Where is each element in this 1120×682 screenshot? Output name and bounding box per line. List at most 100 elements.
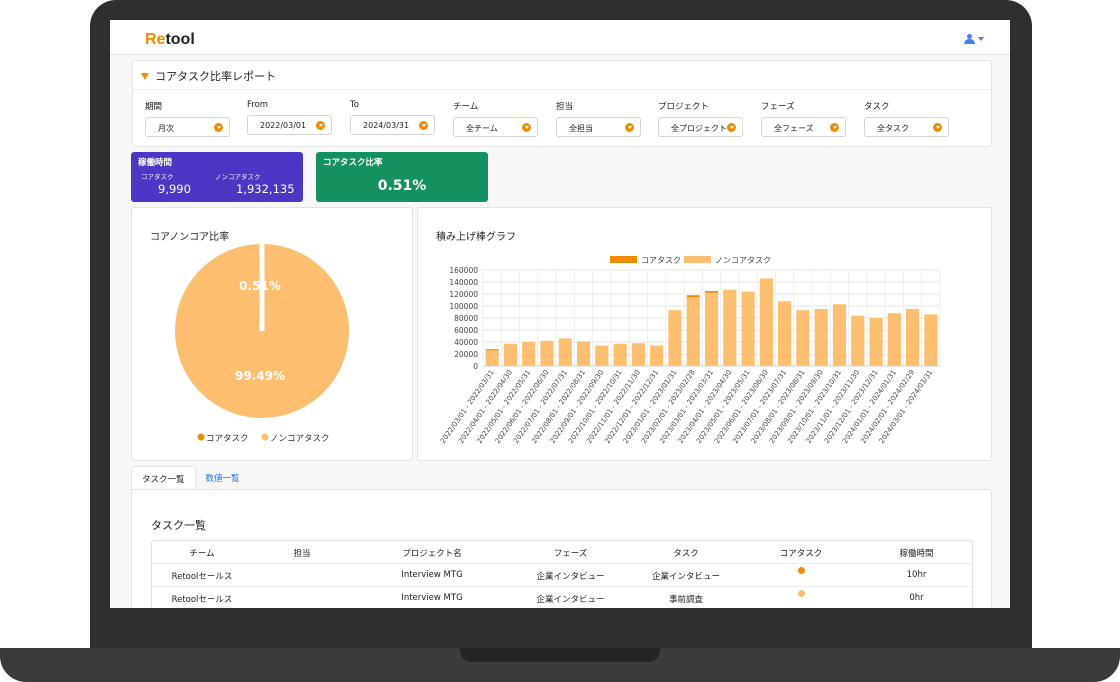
noncore-hours-value: 1,932,135	[236, 182, 295, 196]
column-header[interactable]: 担当	[293, 549, 311, 559]
pie-title: コアノンコア比率	[150, 232, 230, 243]
filter-label: From	[247, 100, 269, 110]
caret-down-icon	[978, 37, 984, 41]
column-header[interactable]: チーム	[189, 549, 215, 559]
bar-noncore[interactable]	[485, 350, 499, 366]
bar-noncore[interactable]	[558, 338, 572, 366]
legend-core-swatch	[610, 256, 637, 263]
bar-core[interactable]	[485, 349, 499, 351]
noncore-status-dot	[797, 590, 805, 597]
dropdown-icon	[933, 123, 942, 132]
owner-select[interactable]: 全担当	[556, 117, 641, 137]
bar-noncore[interactable]	[503, 343, 518, 366]
core-status-dot	[797, 567, 805, 574]
column-header[interactable]: 稼働時間	[899, 549, 934, 559]
working-hours-card: 稼働時間 コアタスク ノンコアタスク 9,990 1,932,135	[131, 152, 303, 202]
table-row[interactable]: Retoolセールス Interview MTG 企業インタビュー 事前調査 0…	[152, 587, 972, 608]
y-tick-label: 120000	[449, 290, 478, 299]
column-header[interactable]: フェーズ	[553, 549, 588, 559]
legend-noncore-label: ノンコアタスク	[270, 434, 330, 444]
filter-label: 期間	[145, 102, 163, 112]
bar-noncore[interactable]	[924, 314, 938, 366]
y-tick-label: 20000	[454, 350, 478, 359]
period-select[interactable]: 月次	[145, 117, 230, 137]
bar-core[interactable]	[686, 295, 700, 297]
bar-noncore[interactable]	[814, 309, 828, 366]
collapse-triangle-icon	[141, 72, 149, 80]
column-header[interactable]: コアタスク	[779, 549, 823, 559]
bar-noncore[interactable]	[686, 297, 700, 366]
bar-noncore[interactable]	[851, 315, 865, 366]
retool-logo[interactable]: Retool	[145, 31, 195, 48]
tab-number-list[interactable]: 数値一覧	[205, 474, 240, 484]
legend-noncore-swatch	[684, 256, 711, 263]
dropdown-icon	[727, 123, 736, 132]
bar-noncore[interactable]	[796, 310, 810, 366]
pie-chart-panel: コアノンコア比率 0.51% 99.49% コアタスク ノンコアタスク	[131, 207, 413, 461]
bar-noncore[interactable]	[522, 342, 536, 366]
bar-noncore[interactable]	[887, 313, 901, 366]
cell-phase: 企業インタビュー	[536, 595, 605, 605]
dropdown-icon	[830, 123, 839, 132]
core-label: コアタスク	[141, 173, 174, 181]
report-header[interactable]: コアタスク比率レポート	[141, 68, 276, 84]
bar-noncore[interactable]	[759, 278, 773, 366]
project-select[interactable]: 全プロジェクト	[658, 117, 743, 137]
y-tick-label: 80000	[454, 314, 478, 323]
bar-noncore[interactable]	[540, 340, 554, 366]
pie-label-core: 0.51%	[239, 279, 281, 293]
cell-hours: 10hr	[906, 570, 927, 580]
column-header[interactable]: タスク	[673, 549, 699, 559]
filter-team: チーム 全チーム	[453, 100, 539, 137]
dropdown-icon	[214, 123, 223, 132]
legend-core-label: コアタスク	[206, 434, 249, 444]
tab-task-list[interactable]: タスク一覧	[131, 466, 196, 490]
phase-select[interactable]: 全フェーズ	[761, 117, 846, 137]
legend-noncore-label: ノンコアタスク	[715, 256, 771, 265]
legend-core-label: コアタスク	[641, 256, 681, 265]
user-menu[interactable]	[964, 34, 984, 44]
bar-noncore[interactable]	[613, 343, 627, 366]
bar-noncore[interactable]	[668, 310, 682, 366]
filter-label: フェーズ	[761, 102, 795, 112]
column-header[interactable]: プロジェクト名	[402, 549, 462, 559]
tab-bar: タスク一覧 数値一覧	[131, 466, 250, 490]
bar-noncore[interactable]	[778, 301, 792, 366]
to-date-select[interactable]: 2024/03/31	[350, 115, 435, 135]
bar-noncore[interactable]	[723, 289, 737, 366]
bar-noncore[interactable]	[595, 345, 609, 366]
dropdown-icon	[625, 123, 634, 132]
filter-to: To 2024/03/31	[350, 100, 436, 135]
task-select[interactable]: 全タスク	[864, 117, 949, 137]
task-list-panel: タスク一覧 チーム 担当 プロジェクト名 フェーズ タスク コアタスク 稼働時間…	[131, 489, 992, 608]
dropdown-icon	[419, 121, 428, 130]
filter-label: 担当	[556, 102, 574, 112]
bar-chart-title: 積み上げ棒グラフ	[436, 232, 516, 243]
filter-project: プロジェクト 全プロジェクト	[658, 100, 744, 137]
cell-team: Retoolセールス	[171, 572, 233, 582]
filter-phase: フェーズ 全フェーズ	[761, 100, 847, 137]
from-date-select[interactable]: 2022/03/01	[247, 115, 332, 135]
table-row[interactable]: Retoolセールス Interview MTG 企業インタビュー 企業インタビ…	[152, 564, 972, 587]
bar-noncore[interactable]	[704, 292, 719, 366]
bar-noncore[interactable]	[650, 345, 664, 366]
bar-noncore[interactable]	[869, 318, 883, 366]
bar-core[interactable]	[704, 291, 719, 293]
filter-label: チーム	[453, 102, 479, 112]
y-tick-label: 100000	[449, 302, 478, 311]
bar-noncore[interactable]	[631, 343, 645, 366]
bar-noncore[interactable]	[905, 309, 920, 366]
bar-noncore[interactable]	[576, 341, 591, 366]
noncore-label: ノンコアタスク	[215, 173, 261, 181]
dropdown-icon	[522, 123, 531, 132]
cell-project: Interview MTG	[401, 570, 463, 580]
dropdown-icon	[316, 121, 325, 130]
cell-task: 企業インタビュー	[651, 572, 720, 582]
bar-noncore[interactable]	[741, 291, 755, 366]
y-tick-label: 40000	[454, 338, 478, 347]
team-select[interactable]: 全チーム	[453, 117, 538, 137]
pie-label-noncore: 99.49%	[235, 369, 285, 383]
divider	[133, 89, 991, 90]
bar-noncore[interactable]	[832, 304, 847, 366]
card-title: コアタスク比率	[323, 158, 383, 168]
